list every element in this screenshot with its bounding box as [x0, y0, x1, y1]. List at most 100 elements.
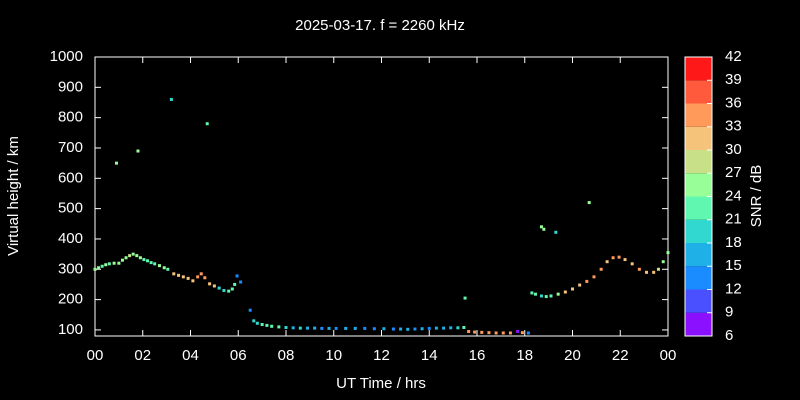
data-point — [172, 272, 176, 276]
data-point — [136, 149, 140, 153]
data-point — [363, 326, 367, 330]
colorbar-band — [685, 57, 712, 81]
data-point — [284, 326, 288, 330]
data-point — [260, 322, 264, 326]
y-tick-label: 800 — [58, 109, 83, 126]
plot-frame — [94, 56, 669, 337]
colorbar-label: SNR / dB — [748, 165, 765, 228]
data-point — [487, 331, 491, 335]
chart-title: 2025-03-17. f = 2260 kHz — [295, 17, 465, 34]
data-point — [212, 284, 216, 288]
data-point — [463, 296, 467, 300]
data-point — [146, 259, 150, 263]
data-point — [442, 326, 446, 330]
data-point — [208, 282, 212, 286]
data-point — [97, 266, 101, 270]
data-point — [177, 273, 181, 277]
data-point — [270, 324, 274, 328]
data-point — [623, 258, 627, 262]
data-point — [372, 327, 376, 331]
data-point — [222, 289, 226, 293]
colorbar-tick-label: 36 — [725, 94, 742, 111]
data-point — [248, 308, 252, 312]
data-point — [382, 327, 386, 331]
data-point — [142, 258, 146, 262]
colorbar-tick-label: 6 — [725, 327, 733, 344]
data-point — [592, 275, 596, 279]
y-tick-label: 700 — [58, 139, 83, 156]
data-point — [239, 280, 243, 284]
data-point — [599, 267, 603, 271]
data-point — [413, 327, 417, 331]
data-point — [533, 292, 537, 296]
colorbar-tick-label: 15 — [725, 257, 742, 274]
data-point — [516, 329, 520, 333]
data-point — [117, 261, 121, 265]
colorbar-band — [685, 196, 712, 220]
x-tick-label: 10 — [325, 347, 342, 364]
data-point — [391, 327, 395, 331]
data-point — [571, 287, 574, 291]
data-point — [587, 201, 591, 205]
colorbar-tick-label: 24 — [725, 187, 742, 204]
data-point — [320, 326, 324, 330]
data-point — [235, 274, 239, 278]
colorbar-tick-label: 21 — [725, 211, 742, 228]
colorbar-band — [685, 126, 712, 150]
colorbar-tick-label: 18 — [725, 234, 742, 251]
data-point — [605, 260, 609, 264]
data-point — [265, 323, 269, 327]
data-point — [617, 255, 621, 259]
data-point — [252, 319, 256, 323]
y-tick-label: 400 — [58, 230, 83, 247]
data-point — [191, 279, 195, 283]
x-tick-label: 22 — [612, 347, 629, 364]
data-point — [100, 264, 104, 268]
data-point — [186, 276, 190, 280]
data-point — [114, 161, 118, 165]
colorbar-band — [685, 243, 712, 267]
data-point — [334, 326, 338, 330]
data-point — [199, 272, 203, 276]
colorbar-tick-label: 9 — [725, 304, 733, 321]
colorbar-band — [685, 150, 712, 174]
x-axis-label: UT Time / hrs — [336, 375, 426, 392]
data-point — [131, 252, 135, 256]
data-point — [124, 256, 128, 260]
data-point — [120, 258, 124, 262]
colorbar-band — [685, 266, 712, 290]
y-tick-label: 600 — [58, 169, 83, 186]
y-tick-label: 200 — [58, 291, 83, 308]
data-point — [554, 230, 558, 234]
data-point — [138, 256, 142, 260]
data-point — [473, 330, 477, 334]
colorbar-band — [685, 219, 712, 243]
data-point — [578, 283, 582, 287]
y-tick-label: 500 — [58, 200, 83, 217]
data-point — [456, 326, 460, 330]
data-point — [652, 270, 656, 274]
data-point — [203, 276, 207, 280]
data-point — [539, 294, 543, 298]
colorbar-band — [685, 103, 712, 127]
x-tick-label: 00 — [87, 347, 104, 364]
data-point — [181, 275, 185, 279]
data-point — [353, 326, 357, 330]
data-point — [549, 294, 553, 298]
colorbar-band — [685, 80, 712, 104]
data-point — [327, 326, 331, 330]
data-point — [427, 326, 431, 330]
data-point — [480, 330, 484, 334]
data-point — [157, 264, 161, 268]
colorbar-tick-label: 27 — [725, 164, 742, 181]
data-point — [530, 291, 534, 295]
colorbar-band — [685, 289, 712, 313]
x-tick-label: 02 — [134, 347, 151, 364]
data-point — [494, 331, 498, 335]
x-tick-label: 08 — [278, 347, 295, 364]
x-tick-label: 06 — [230, 347, 247, 364]
colorbar-tick-label: 12 — [725, 280, 742, 297]
colorbar-tick-label: 39 — [725, 71, 742, 88]
colorbar-tick-label: 42 — [725, 48, 742, 65]
